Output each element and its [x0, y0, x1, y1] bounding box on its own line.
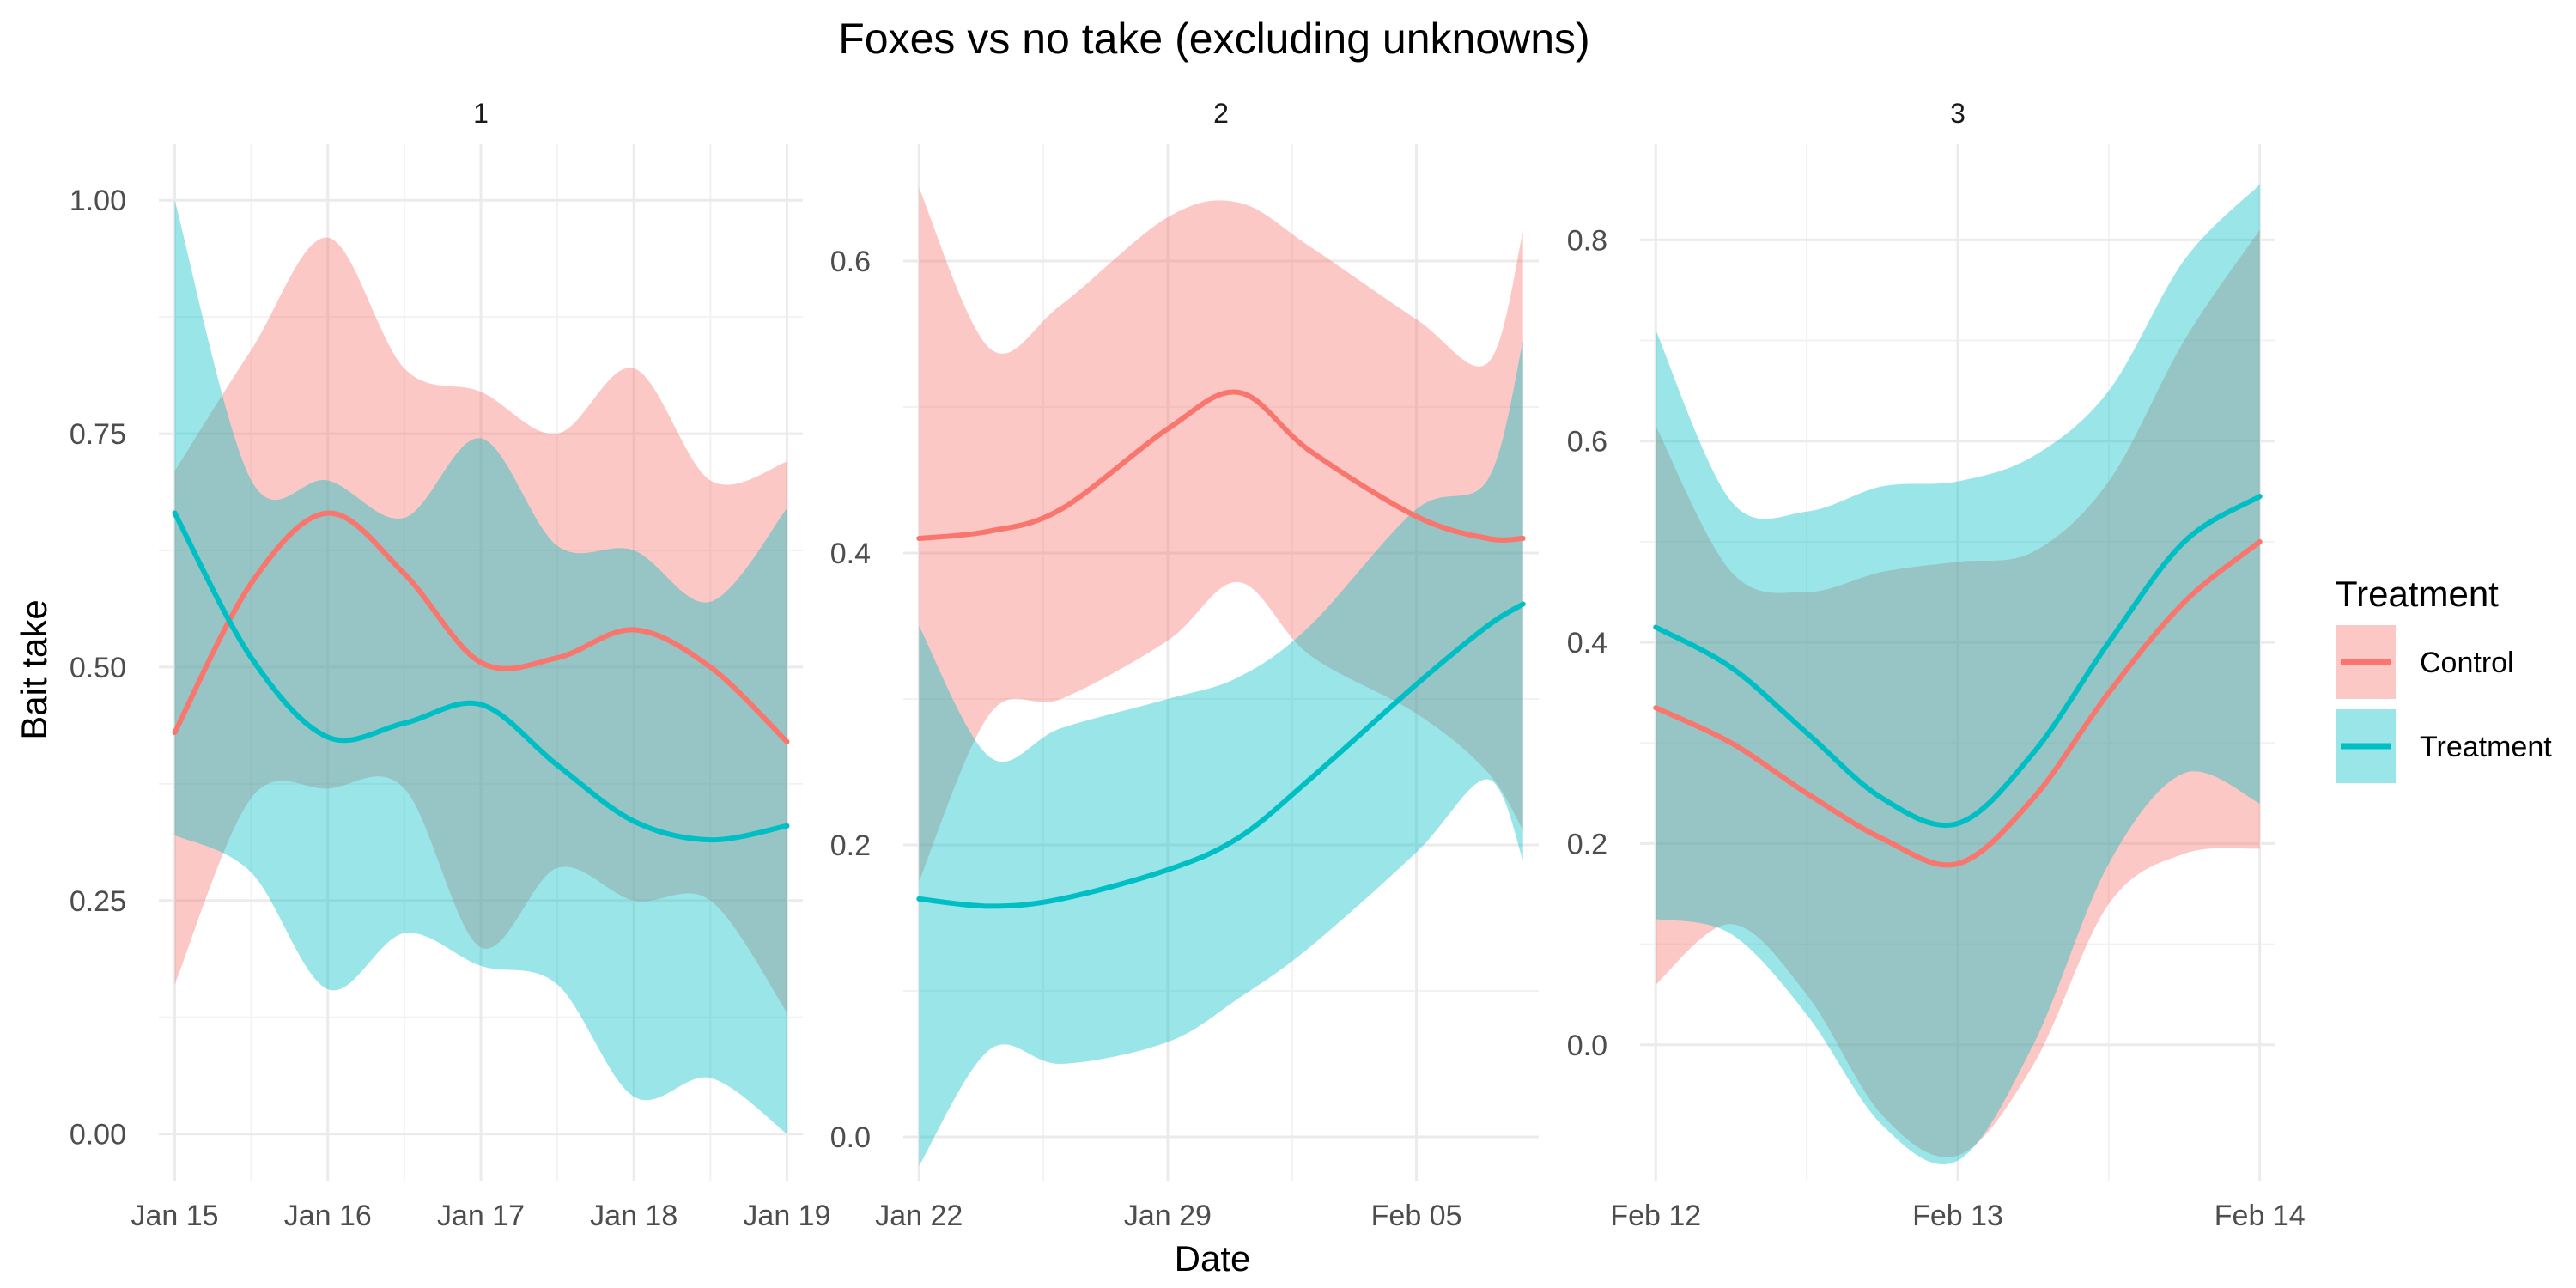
- y-tick-label: 0.4: [1567, 627, 1607, 659]
- panel-3: Feb 12 Feb 13 Feb 14 0.0 0.2 0.4 0.6 0.8 3: [1567, 98, 2306, 1232]
- x-tick-label: Feb 14: [2215, 1200, 2306, 1232]
- x-tick-label: Jan 22: [875, 1200, 963, 1232]
- y-axis-title: Bait take: [14, 599, 54, 739]
- facet-strip-label: 1: [473, 98, 489, 129]
- x-tick-label: Jan 19: [743, 1200, 830, 1232]
- y-tick-label: 0.8: [1567, 224, 1607, 257]
- y-tick-label: 0.4: [830, 538, 871, 570]
- y-tick-label: 0.50: [70, 652, 126, 684]
- panel-1: Jan 15 Jan 16 Jan 17 Jan 18 Jan 19 0.00 0.25 0.…: [70, 98, 831, 1232]
- y-tick-label: 0.75: [70, 418, 126, 451]
- x-axis-title: Date: [1175, 1238, 1251, 1279]
- y-tick-label: 0.2: [1567, 828, 1607, 860]
- ribbon-treatment: [919, 341, 1523, 1166]
- x-tick-label: Jan 16: [284, 1200, 372, 1232]
- y-tick-label: 0.2: [830, 829, 871, 862]
- x-tick-label: Jan 17: [437, 1200, 525, 1232]
- x-tick-label: Jan 18: [590, 1200, 677, 1232]
- y-tick-label: 0.25: [70, 885, 126, 918]
- legend-title: Treatment: [2336, 574, 2499, 614]
- y-tick-label: 0.6: [1567, 426, 1607, 459]
- x-tick-label: Feb 12: [1610, 1200, 1701, 1232]
- line-treatment: [916, 601, 1526, 909]
- ribbon-treatment: [174, 200, 787, 1134]
- y-tick-label: 1.00: [70, 185, 126, 217]
- x-tick-label: Feb 05: [1371, 1200, 1462, 1232]
- legend-label: Treatment: [2420, 731, 2552, 763]
- x-tick-label: Jan 29: [1124, 1200, 1212, 1232]
- line-control: [916, 389, 1526, 543]
- line-treatment: [172, 510, 790, 843]
- panels: Jan 15 Jan 16 Jan 17 Jan 18 Jan 19 0.00 0.25 0.…: [70, 98, 2306, 1232]
- y-tick-label: 0.0: [1567, 1030, 1607, 1062]
- facet-strip-label: 2: [1213, 98, 1229, 129]
- legend-label: Control: [2420, 647, 2514, 679]
- chart-title: Foxes vs no take (excluding unknowns): [838, 15, 1589, 63]
- legend-key-treatment: [2336, 709, 2396, 783]
- y-tick-label: 0.6: [830, 246, 871, 278]
- legend: Treatment Control Treatment: [2336, 574, 2552, 783]
- y-tick-label: 0.0: [830, 1121, 871, 1154]
- x-tick-label: Jan 15: [131, 1200, 218, 1232]
- panel-2: Jan 22 Jan 29 Feb 05 0.0 0.2 0.4 0.6 2: [830, 98, 1539, 1232]
- line-control: [1653, 538, 2263, 868]
- ribbon-control: [1656, 229, 2260, 1157]
- facet-strip-label: 3: [1950, 98, 1965, 129]
- x-tick-label: Feb 13: [1912, 1200, 2003, 1232]
- y-tick-label: 0.00: [70, 1119, 126, 1151]
- ribbon-treatment: [1656, 184, 2260, 1165]
- line-treatment: [1653, 494, 2263, 829]
- ribbon-control: [919, 188, 1523, 882]
- legend-key-control: [2336, 625, 2396, 699]
- line-control: [172, 510, 790, 744]
